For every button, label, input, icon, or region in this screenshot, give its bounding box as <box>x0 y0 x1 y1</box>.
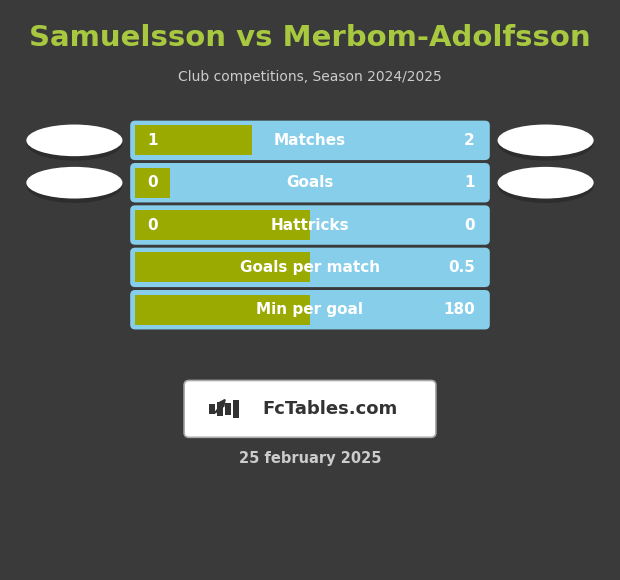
FancyBboxPatch shape <box>130 163 490 202</box>
FancyBboxPatch shape <box>209 404 215 414</box>
FancyBboxPatch shape <box>225 403 231 415</box>
Ellipse shape <box>497 126 593 161</box>
Text: Goals: Goals <box>286 175 334 190</box>
FancyBboxPatch shape <box>130 290 315 329</box>
Ellipse shape <box>26 126 122 161</box>
FancyBboxPatch shape <box>130 121 490 160</box>
FancyBboxPatch shape <box>130 205 490 245</box>
Text: 0: 0 <box>148 218 158 233</box>
Text: Min per goal: Min per goal <box>257 302 363 317</box>
Ellipse shape <box>497 125 593 156</box>
FancyBboxPatch shape <box>130 290 490 329</box>
Text: Goals per match: Goals per match <box>240 260 380 275</box>
FancyBboxPatch shape <box>130 121 257 160</box>
Ellipse shape <box>26 125 122 156</box>
Text: 0.5: 0.5 <box>448 260 475 275</box>
Text: Matches: Matches <box>274 133 346 148</box>
FancyBboxPatch shape <box>130 163 175 202</box>
Text: 0: 0 <box>464 218 475 233</box>
Text: 2: 2 <box>464 133 475 148</box>
Ellipse shape <box>497 167 593 198</box>
Text: 180: 180 <box>443 302 475 317</box>
Text: 0: 0 <box>148 175 158 190</box>
Text: 25 february 2025: 25 february 2025 <box>239 451 381 466</box>
FancyBboxPatch shape <box>130 248 315 287</box>
Text: Hattricks: Hattricks <box>271 218 349 233</box>
Ellipse shape <box>497 168 593 203</box>
FancyBboxPatch shape <box>217 402 223 416</box>
Text: 1: 1 <box>148 133 158 148</box>
Text: FcTables.com: FcTables.com <box>262 400 397 418</box>
Text: 1: 1 <box>464 175 475 190</box>
Ellipse shape <box>26 168 122 203</box>
FancyBboxPatch shape <box>130 205 315 245</box>
FancyBboxPatch shape <box>233 400 239 418</box>
Text: Club competitions, Season 2024/2025: Club competitions, Season 2024/2025 <box>178 70 442 84</box>
FancyBboxPatch shape <box>184 380 436 437</box>
Ellipse shape <box>26 167 122 198</box>
Text: Samuelsson vs Merbom-Adolfsson: Samuelsson vs Merbom-Adolfsson <box>29 24 591 52</box>
FancyBboxPatch shape <box>130 248 490 287</box>
